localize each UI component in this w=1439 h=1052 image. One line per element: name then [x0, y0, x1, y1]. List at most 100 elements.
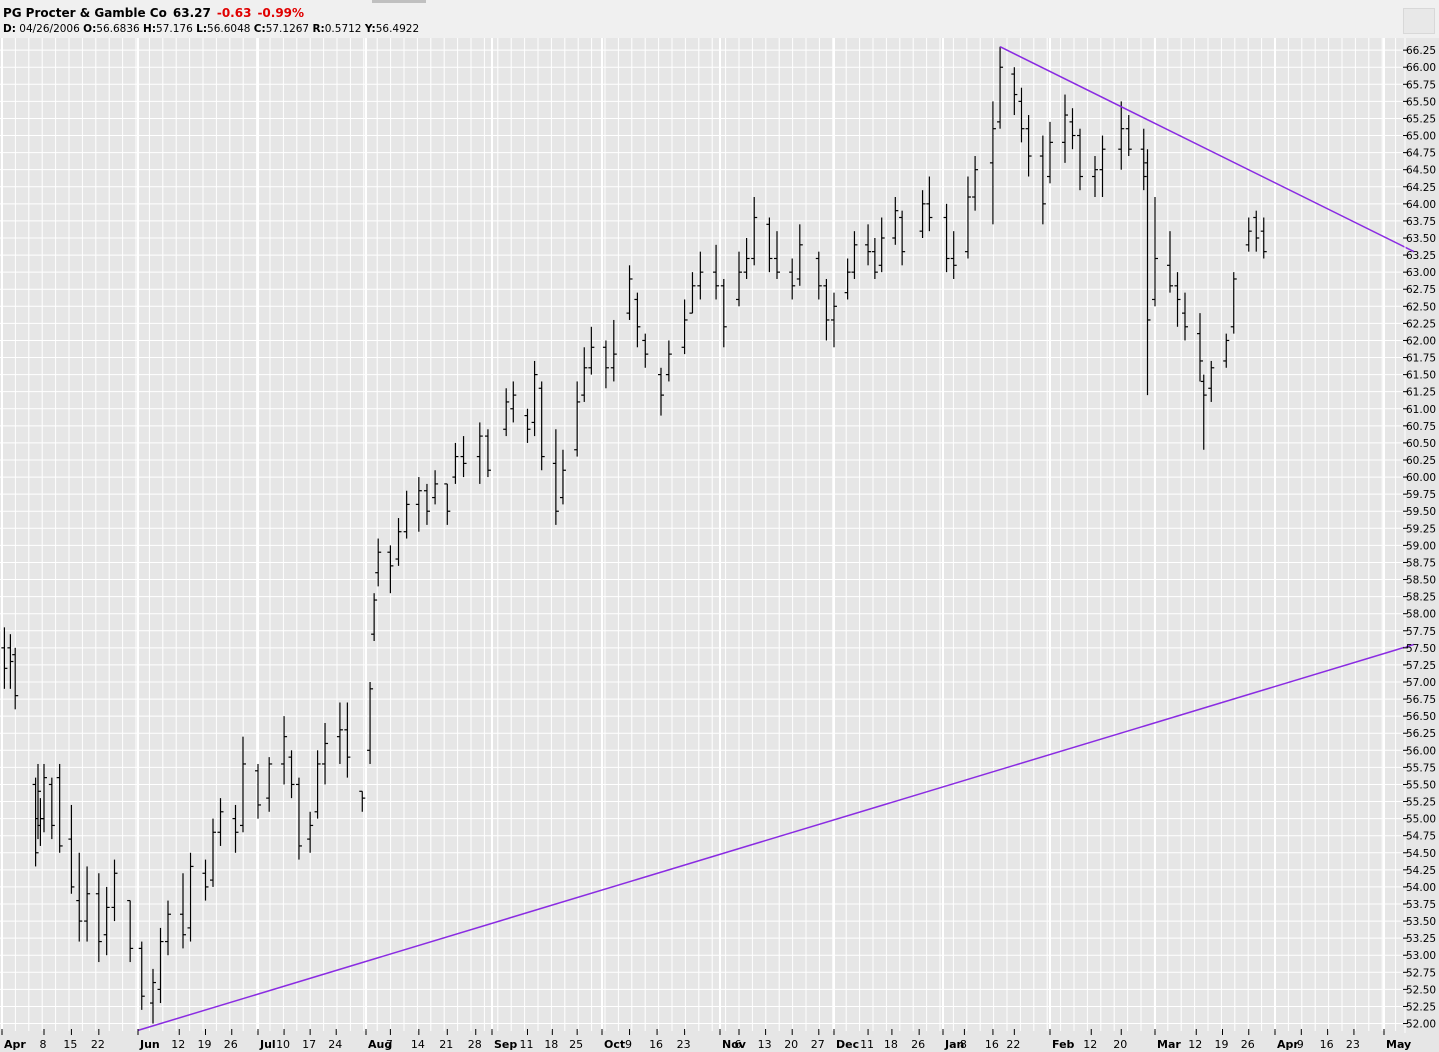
ohlc-bar — [288, 750, 295, 799]
y-tick-label: 64.00 — [1406, 199, 1436, 211]
price-change-percent: -0.99% — [257, 6, 305, 20]
y-tick-label: 61.75 — [1406, 353, 1436, 365]
ticker-symbol: PG — [3, 6, 22, 20]
ohlc-bar — [344, 702, 351, 778]
y-tick-label: 58.75 — [1406, 557, 1436, 569]
y-axis: 52.00 52.25 52.50 52.75 53.00 53.25 53.50 53.75… — [1403, 38, 1436, 1033]
horizontal-gridlines — [0, 49, 1403, 1025]
trendlines[interactable] — [137, 46, 1415, 1032]
y-tick-label: 63.50 — [1406, 233, 1436, 245]
ohlc-bar — [295, 777, 302, 860]
y-tick-label: 54.00 — [1406, 882, 1436, 894]
y-tick-label: 53.25 — [1406, 933, 1436, 945]
x-tick-label: 9 — [1297, 1038, 1304, 1051]
x-tick-label: 16 — [985, 1038, 999, 1051]
ohlc-bar — [634, 292, 641, 348]
ohlc-bar — [989, 101, 996, 225]
y-tick-label: 52.75 — [1406, 967, 1436, 979]
high-label: H: — [143, 23, 157, 35]
ohlc-bar — [997, 46, 1004, 129]
y-tick-label: 60.00 — [1406, 472, 1436, 484]
y-tick-label: 54.75 — [1406, 831, 1436, 843]
x-tick-label: 22 — [1006, 1038, 1020, 1051]
ohlc-bar — [187, 852, 194, 942]
x-tick-label: 9 — [625, 1038, 632, 1051]
ohlc-bar — [642, 333, 649, 368]
ohlc-bar — [84, 866, 91, 942]
ohlc-bar — [476, 422, 483, 484]
ohlc-bar — [1039, 135, 1046, 225]
y-tick-label: 56.75 — [1406, 694, 1436, 706]
ohlc-bar — [322, 722, 329, 785]
x-tick-label: Dec — [836, 1038, 859, 1051]
ohlc-bar — [1197, 313, 1203, 382]
ohlc-bar — [1167, 231, 1173, 293]
x-tick-label: May — [1386, 1038, 1411, 1051]
ohlc-bar — [892, 197, 899, 245]
ohlc-bar — [68, 804, 75, 894]
x-tick-label: Feb — [1052, 1038, 1075, 1051]
x-tick-label: 27 — [811, 1038, 825, 1051]
price-chart[interactable]: 52.00 52.25 52.50 52.75 53.00 53.25 53.50 53.75… — [0, 38, 1439, 1052]
ohlc-bar — [1200, 374, 1207, 450]
ohlc-bar — [12, 647, 19, 710]
ohlc-bar — [1260, 217, 1267, 259]
ohlc-bar — [964, 176, 971, 259]
y-tick-label: 59.25 — [1406, 523, 1436, 535]
y-tick-label: 63.00 — [1406, 267, 1436, 279]
ohlc-bar — [751, 197, 758, 266]
ohlc-bar — [1208, 360, 1215, 402]
x-tick-label: 26 — [1241, 1038, 1255, 1051]
range-label: R: — [312, 23, 325, 35]
ohlc-bar — [1140, 128, 1147, 191]
tab-indicator — [372, 0, 426, 3]
header-scroll-handle[interactable] — [1403, 8, 1435, 34]
ohlc-bar — [210, 818, 216, 887]
y-tick-label: 52.25 — [1406, 1001, 1436, 1013]
ohlc-bar — [150, 968, 156, 1024]
ohlc-bar — [844, 258, 851, 300]
x-tick-label: 26 — [224, 1038, 238, 1051]
x-tick-label: 11 — [860, 1038, 874, 1051]
y-tick-label: 55.50 — [1406, 779, 1436, 791]
y-tick-label: 56.50 — [1406, 711, 1436, 723]
y-tick-label: 62.50 — [1406, 301, 1436, 313]
ohlc-bar — [48, 777, 55, 840]
ohlc-bar — [851, 231, 858, 279]
y-tick-label: 65.75 — [1406, 79, 1436, 91]
ohlc-bar — [831, 292, 837, 348]
ohlc-bar — [796, 224, 803, 286]
x-tick-label: 12 — [1083, 1038, 1097, 1051]
y-tick-label: 64.50 — [1406, 165, 1436, 177]
ohlc-bar — [452, 442, 459, 484]
trendline[interactable] — [137, 643, 1415, 1032]
y-tick-label: 57.00 — [1406, 677, 1436, 689]
ohlc-bar — [484, 429, 491, 478]
y-tick-label: 56.00 — [1406, 745, 1436, 757]
low-label: L: — [196, 23, 208, 35]
ohlc-bar — [1182, 292, 1188, 341]
ohlc-bar — [165, 900, 171, 956]
ohlc-bar — [1223, 333, 1230, 368]
ohlc-bar — [232, 804, 239, 853]
ohlc-bar — [510, 381, 517, 423]
ohlc-bar — [56, 763, 63, 853]
y-tick-label: 58.50 — [1406, 575, 1436, 587]
ohlc-bar — [127, 899, 134, 963]
bar-open: 56.6836 — [96, 23, 140, 35]
ohlc-bar — [371, 593, 378, 642]
ohlc-bar — [713, 244, 720, 300]
ohlc-bar — [359, 790, 366, 812]
trendline[interactable] — [999, 46, 1415, 253]
x-tick-label: 14 — [411, 1038, 425, 1051]
ohlc-bar — [789, 258, 796, 300]
ohlc-bar — [415, 477, 422, 532]
x-tick-label: 19 — [1215, 1038, 1229, 1051]
x-tick-label: Sep — [494, 1038, 517, 1051]
x-tick-label: 22 — [91, 1038, 105, 1051]
x-tick-label: Jan — [944, 1038, 964, 1051]
bar-info-line: D: 04/26/2006 O:56.6836 H:57.176 L:56.60… — [3, 23, 419, 35]
y-tick-label: 57.25 — [1406, 660, 1436, 672]
y-tick-label: 58.25 — [1406, 592, 1436, 604]
ohlc-bar — [972, 156, 979, 211]
